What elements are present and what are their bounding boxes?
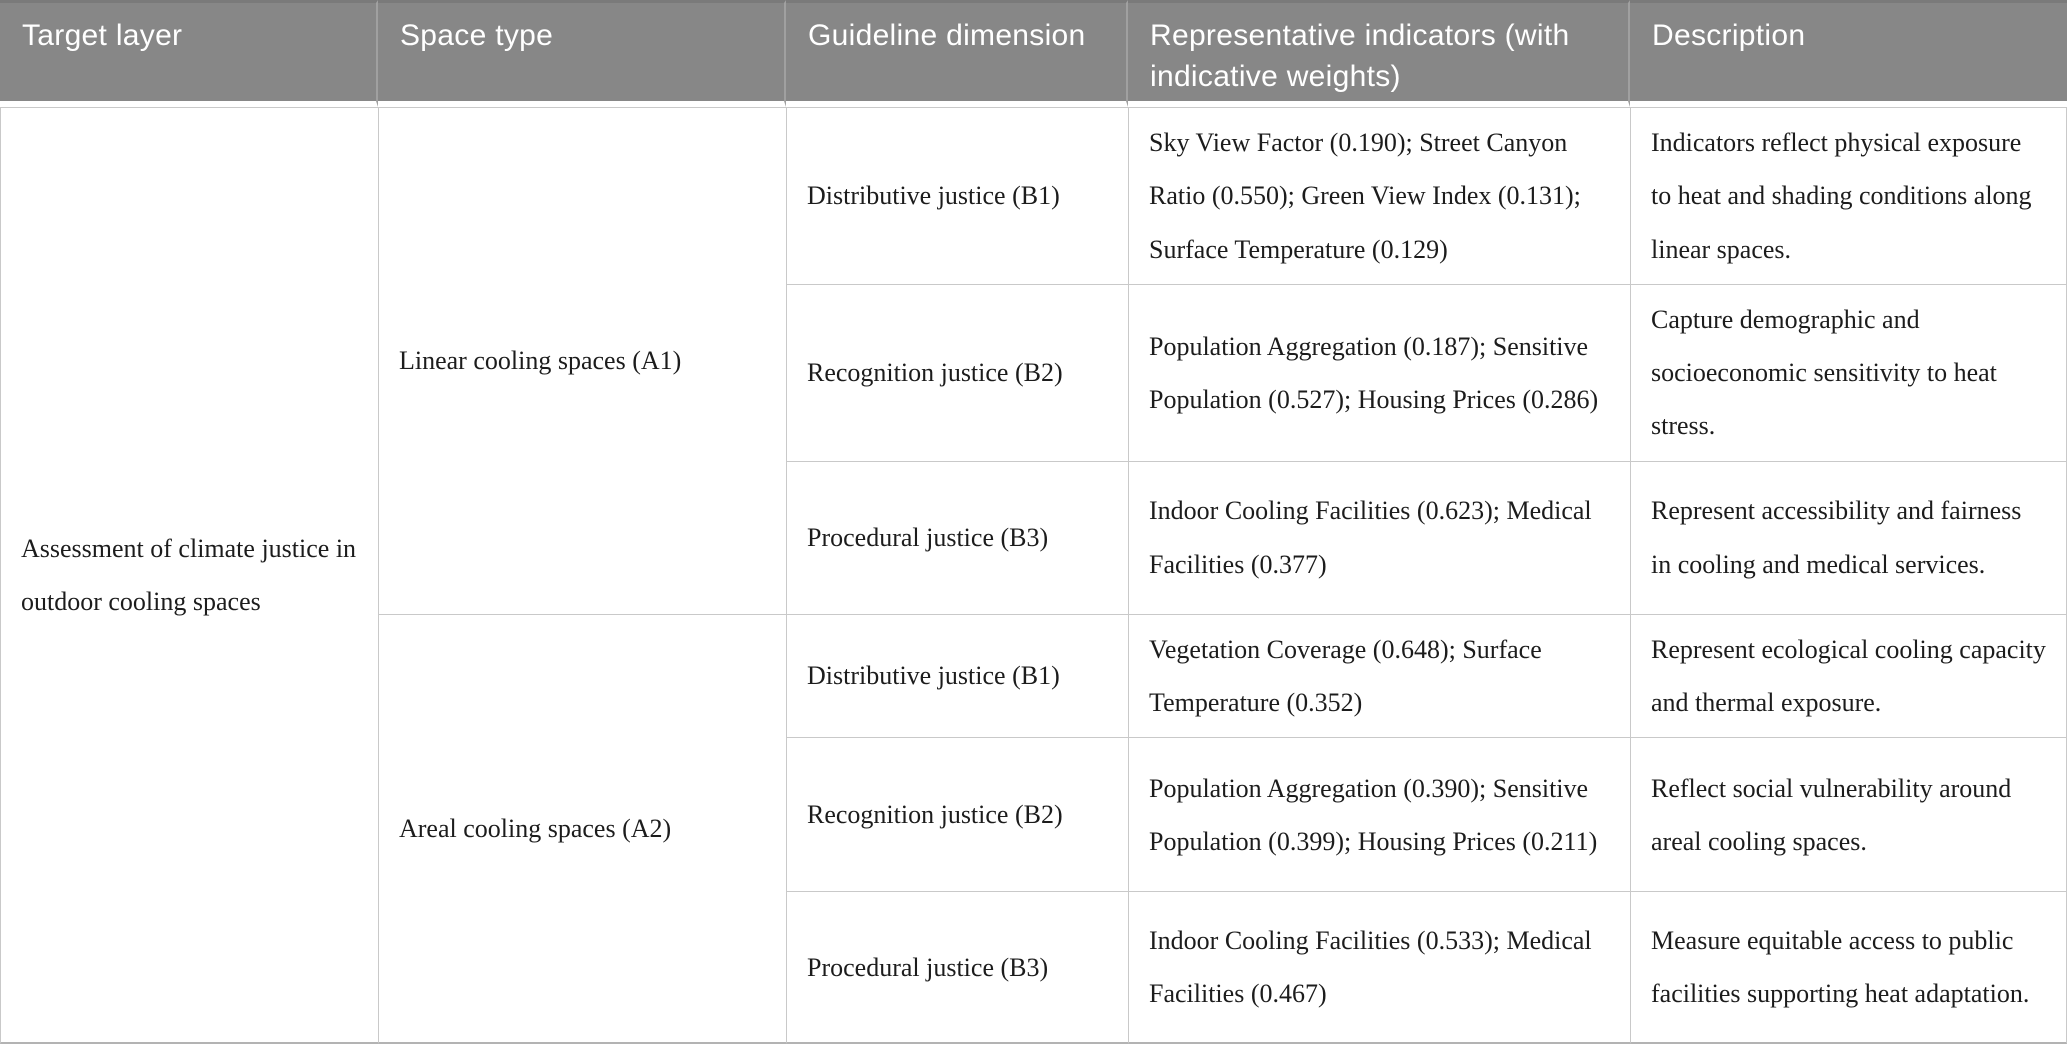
description-cell: Measure equitable access to public facil… xyxy=(1630,892,2067,1044)
indicators-cell: Sky View Factor (0.190); Street Canyon R… xyxy=(1128,107,1630,285)
dimension-cell: Recognition justice (B2) xyxy=(786,738,1128,893)
col-header-space-type: Space type xyxy=(378,0,786,107)
description-cell: Represent ecological cooling capacity an… xyxy=(1630,614,2067,739)
space-type-cell-a2: Areal cooling spaces (A2) xyxy=(378,614,786,1044)
table-row: Recognition justice (B2) Population Aggr… xyxy=(0,284,2067,462)
dimension-cell: Procedural justice (B3) xyxy=(786,892,1128,1044)
description-cell: Capture demographic and socioeconomic se… xyxy=(1630,284,2067,462)
table-row: Recognition justice (B2) Population Aggr… xyxy=(0,738,2067,893)
col-header-target-layer: Target layer xyxy=(0,0,378,107)
col-header-representative-indicators: Representative indicators (with indicati… xyxy=(1128,0,1630,107)
description-cell: Reflect social vulnerability around area… xyxy=(1630,738,2067,893)
header-row: Target layer Space type Guideline dimens… xyxy=(0,0,2067,107)
dimension-cell: Distributive justice (B1) xyxy=(786,107,1128,285)
col-header-guideline-dimension: Guideline dimension xyxy=(786,0,1128,107)
target-layer-cell: Assessment of climate justice in outdoor… xyxy=(0,107,378,1044)
col-header-description: Description xyxy=(1630,0,2067,107)
table-row: Procedural justice (B3) Indoor Cooling F… xyxy=(0,461,2067,615)
dimension-cell: Recognition justice (B2) xyxy=(786,284,1128,462)
indicators-cell: Population Aggregation (0.187); Sensitiv… xyxy=(1128,284,1630,462)
indicators-cell: Indoor Cooling Facilities (0.623); Medic… xyxy=(1128,461,1630,615)
dimension-cell: Procedural justice (B3) xyxy=(786,461,1128,615)
dimension-cell: Distributive justice (B1) xyxy=(786,614,1128,739)
indicators-cell: Vegetation Coverage (0.648); Surface Tem… xyxy=(1128,614,1630,739)
description-cell: Represent accessibility and fairness in … xyxy=(1630,461,2067,615)
table-row: Assessment of climate justice in outdoor… xyxy=(0,107,2067,1044)
description-cell: Indicators reflect physical exposure to … xyxy=(1630,107,2067,285)
space-type-cell-a1: Linear cooling spaces (A1) xyxy=(378,107,786,615)
table-row: Areal cooling spaces (A2) Distributive j… xyxy=(0,614,2067,1044)
indicators-cell: Indoor Cooling Facilities (0.533); Medic… xyxy=(1128,892,1630,1044)
indicators-cell: Population Aggregation (0.390); Sensitiv… xyxy=(1128,738,1630,893)
